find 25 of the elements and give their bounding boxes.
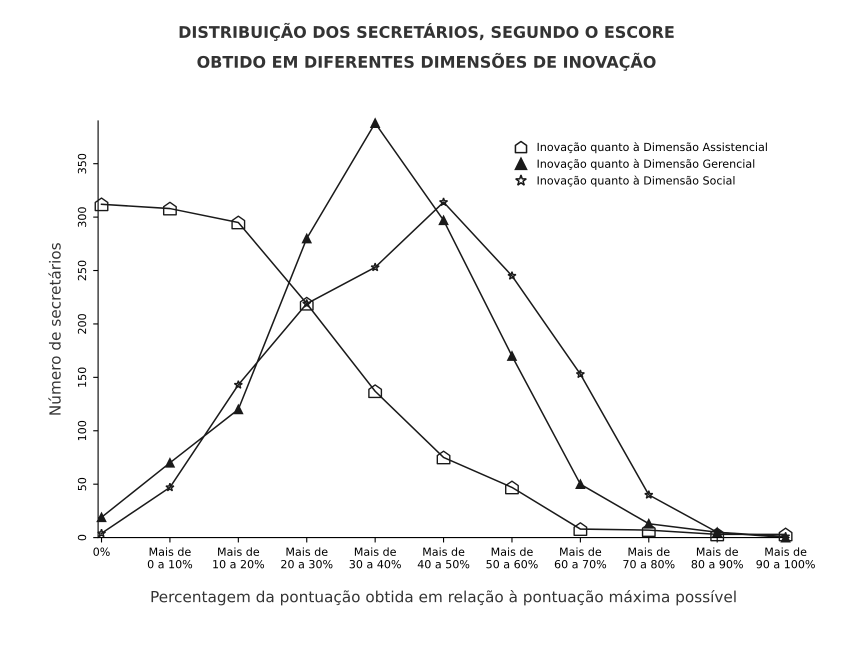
chart-title: DISTRIBUIÇÃO DOS SECRETÁRIOS, SEGUNDO O ESCORE OBTIDO EM DIFERENTES DIMENSÕES DE INOVAÇÃO <box>180 22 674 71</box>
x-tick-label: Mais de 30 a 40% <box>350 547 401 568</box>
x-tick-label: Mais de 0 a 10% <box>148 547 192 568</box>
y-tick-label: 350 <box>78 154 86 174</box>
x-axis-title: Percentagem da pontuação obtida em relação à pontuação máxima possível <box>152 590 736 606</box>
legend-label: Inovação quanto à Dimensão Social <box>538 176 734 187</box>
y-tick-label: 300 <box>78 207 86 227</box>
legend-label: Inovação quanto à Dimensão Assistencial <box>538 142 767 154</box>
x-tick-label: Mais de 60 a 70% <box>554 547 606 568</box>
y-tick-label: 0 <box>78 534 86 540</box>
y-axis-title: Número de secretários <box>48 243 61 415</box>
legend-label: Inovação quanto à Dimensão Gerencial <box>538 158 754 170</box>
y-tick-label: 200 <box>78 314 86 334</box>
x-tick-label: 0% <box>93 548 110 556</box>
y-tick-label: 250 <box>78 260 86 280</box>
y-tick-label: 100 <box>78 420 86 440</box>
x-tick-label: Mais de 20 a 30% <box>281 547 332 568</box>
y-tick-label: 150 <box>78 367 86 387</box>
x-tick-label: Mais de 70 a 80% <box>623 547 675 568</box>
x-tick-label: Mais de 10 a 20% <box>213 547 264 568</box>
x-tick-label: Mais de 90 a 100% <box>756 547 815 568</box>
y-tick-label: 50 <box>78 478 86 490</box>
x-tick-label: Mais de 80 a 90% <box>692 547 743 568</box>
x-tick-label: Mais de 40 a 50% <box>418 547 470 568</box>
x-tick-label: Mais de 50 a 60% <box>486 547 538 568</box>
